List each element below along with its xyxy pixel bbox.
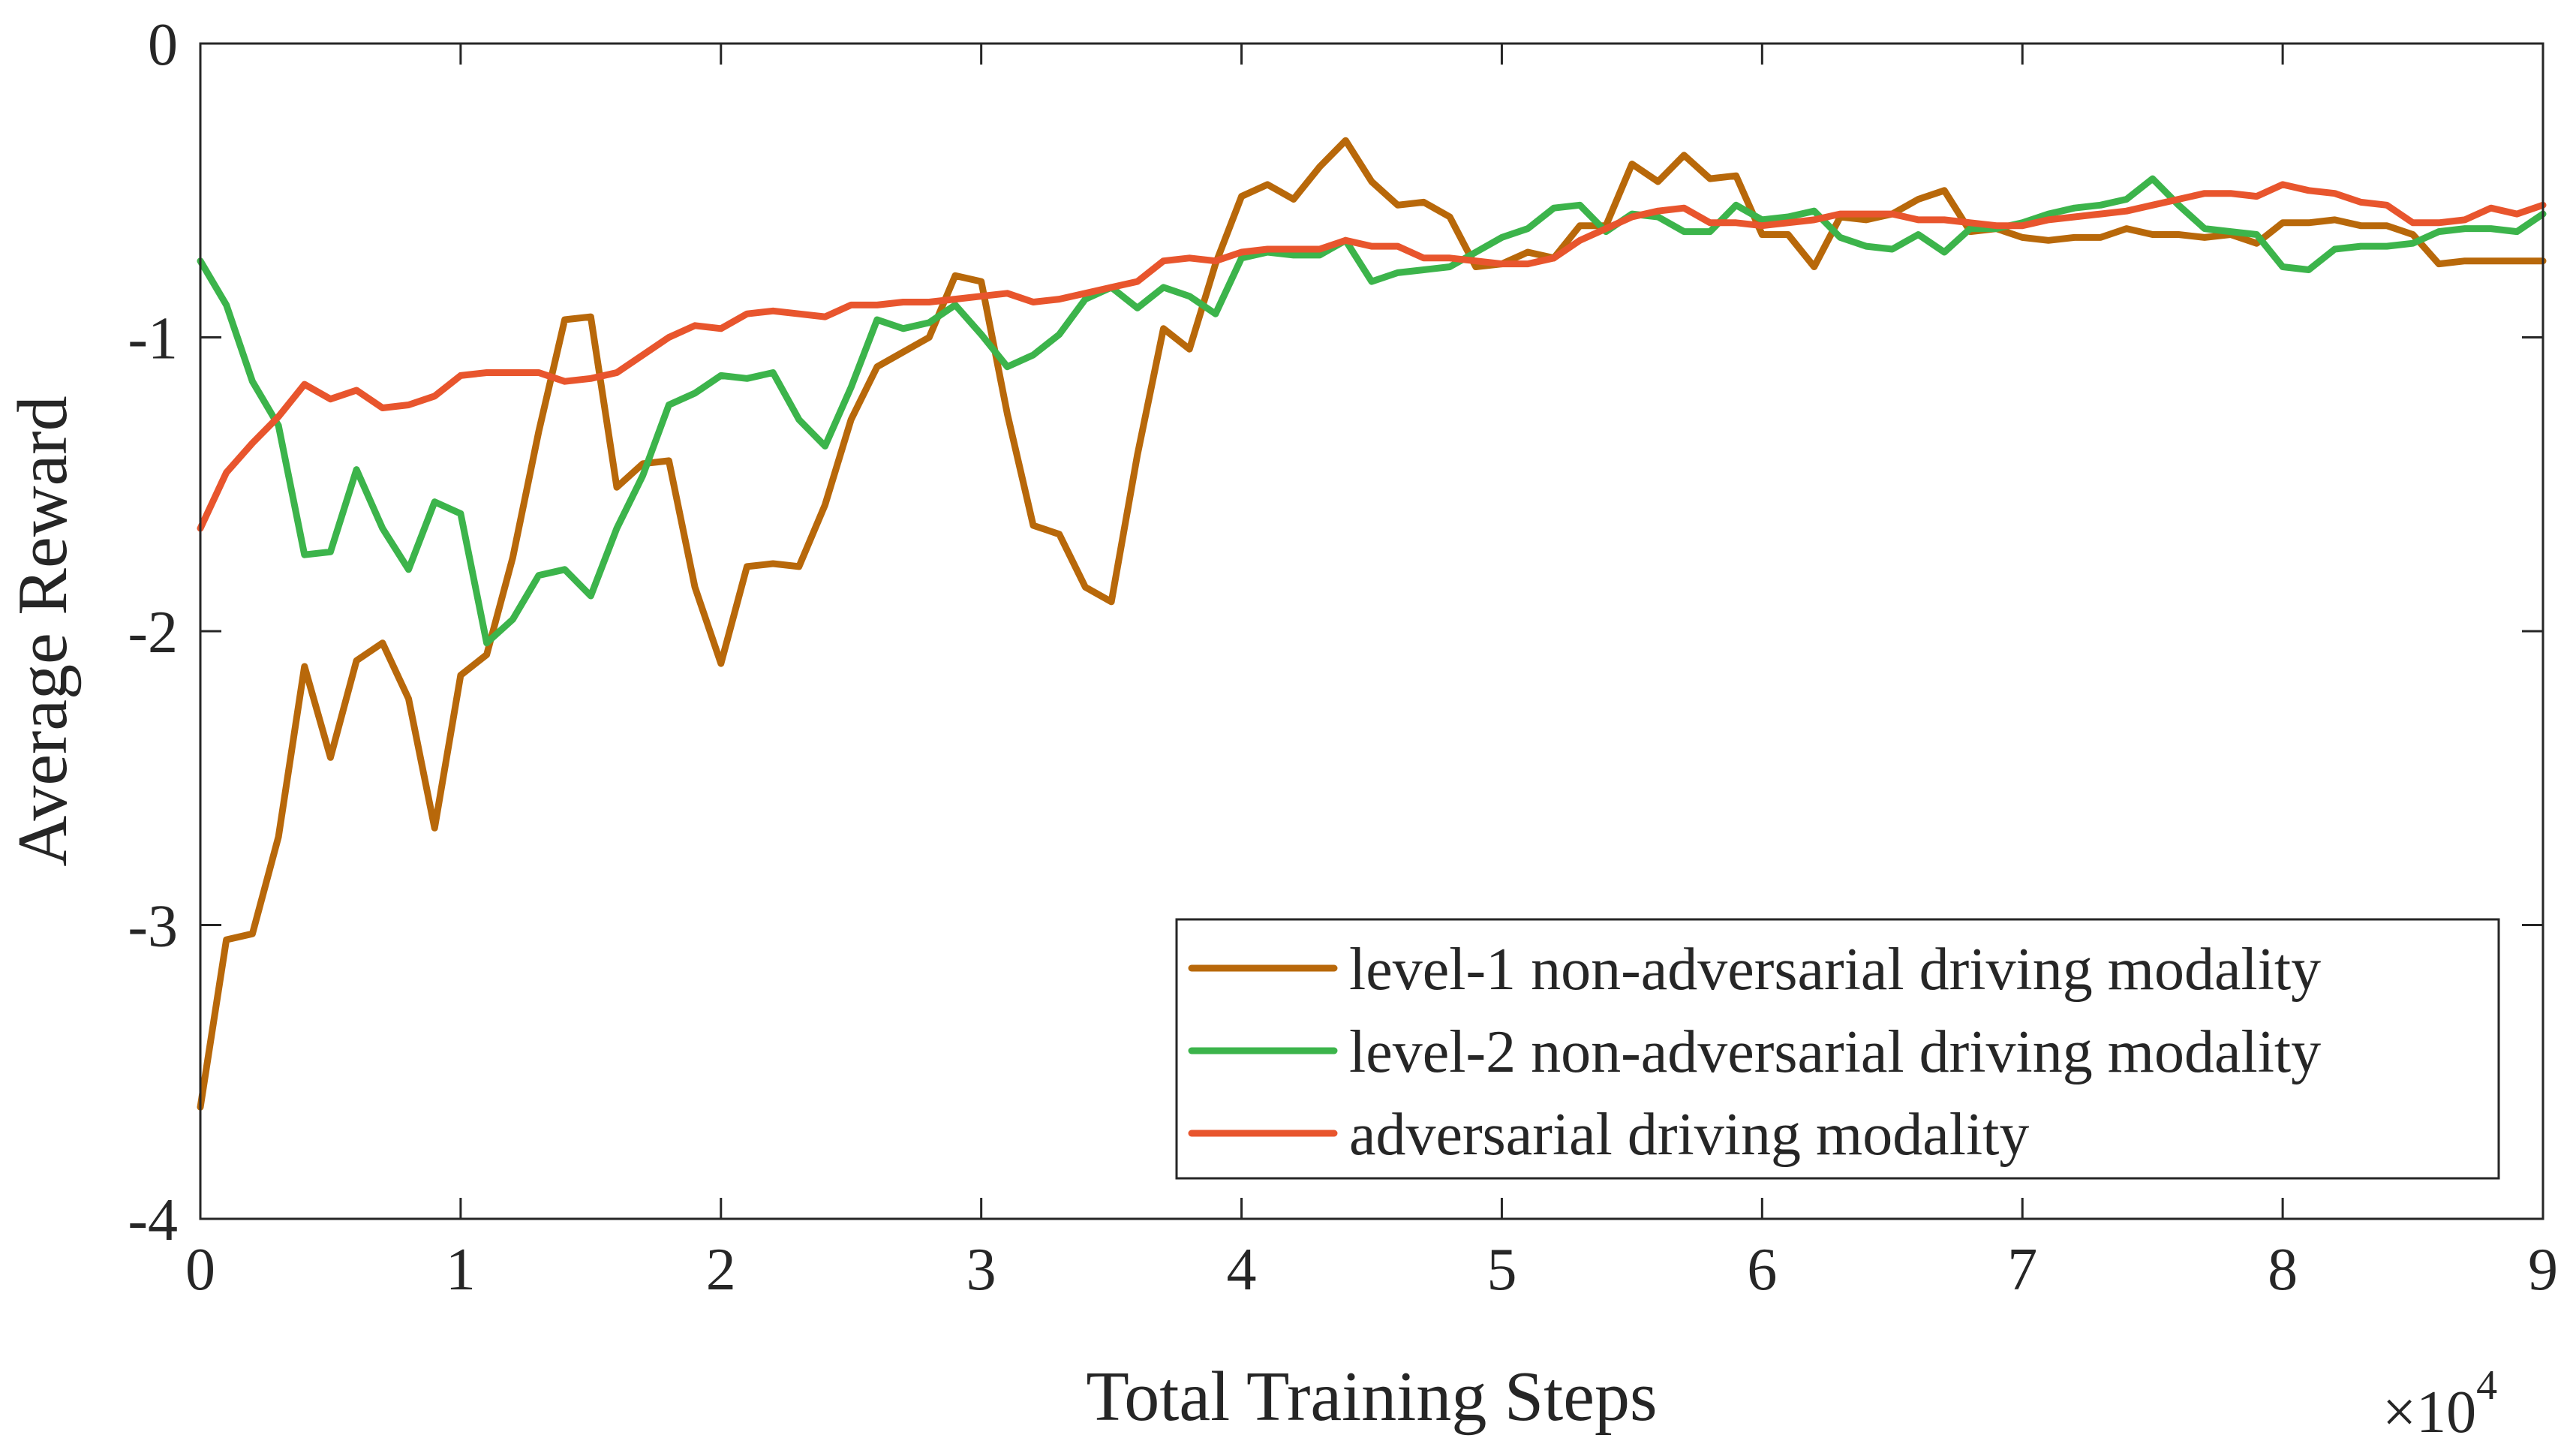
legend-label-level-2: level-2 non-adversarial driving modality: [1349, 1019, 2321, 1085]
y-tick-label: -4: [128, 1187, 178, 1253]
series-line-2: [197, 175, 2547, 647]
tick-layer: [199, 42, 2544, 1220]
x-tick-label: 7: [2007, 1237, 2037, 1303]
x-tick-label: 8: [2268, 1237, 2298, 1303]
x-tick-label: 6: [1747, 1237, 1777, 1303]
legend-box: [1175, 918, 2500, 1180]
y-tick-label: -1: [128, 306, 178, 372]
label-layer: 0 1 2 3 4 5 6 7 8 9 0 -1 -2 -3 -4: [128, 12, 2558, 1303]
x-tick-label: 4: [1227, 1237, 1257, 1303]
x-tick-label: 9: [2528, 1237, 2558, 1303]
y-axis-label: Average Reward: [4, 396, 82, 866]
x-tick-label: 0: [185, 1237, 215, 1303]
legend-label-adversarial: adversarial driving modality: [1349, 1102, 2029, 1168]
series-line-1: [197, 137, 2547, 1111]
x-exponent-power: 4: [2476, 1362, 2497, 1409]
x-tick-label: 5: [1486, 1237, 1516, 1303]
series-layer: [197, 137, 2547, 1111]
x-tick-label: 3: [966, 1237, 996, 1303]
y-tick-label: -2: [128, 600, 178, 666]
x-exponent-base: ×10: [2382, 1379, 2476, 1444]
x-tick-label: 1: [446, 1237, 476, 1303]
y-tick-label: -3: [128, 894, 178, 960]
y-tick-label: 0: [148, 12, 178, 78]
x-tick-label: 2: [706, 1237, 736, 1303]
x-axis-label: Total Training Steps: [1086, 1358, 1657, 1436]
x-exponent-label: ×104: [2382, 1362, 2497, 1444]
legend: level-1 non-adversarial driving modality…: [1175, 918, 2500, 1180]
legend-label-level-1: level-1 non-adversarial driving modality: [1349, 937, 2321, 1003]
series-line-3: [197, 181, 2547, 532]
